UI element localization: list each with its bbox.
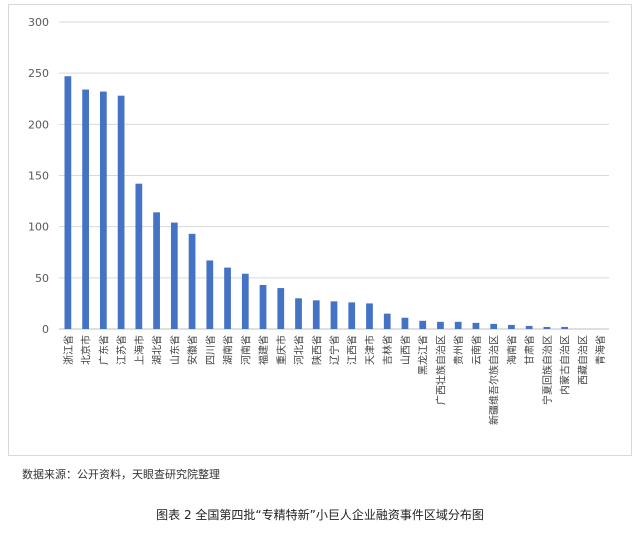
bar	[99, 91, 107, 329]
bar	[348, 302, 356, 329]
bar	[401, 317, 409, 329]
bar	[153, 212, 160, 329]
bar	[170, 222, 178, 329]
bar	[330, 301, 338, 329]
x-tick-label: 江西省	[346, 335, 359, 365]
x-tick-label: 山东省	[168, 335, 181, 365]
bar	[117, 95, 125, 330]
x-tick-label: 上海市	[133, 335, 146, 365]
bar	[437, 321, 444, 329]
x-tick-label: 四川省	[204, 335, 217, 365]
x-tick-label: 江苏省	[115, 335, 128, 365]
x-tick-label: 北京市	[80, 335, 93, 365]
bar	[188, 233, 196, 329]
bar	[295, 298, 302, 329]
y-tick-label: 250	[28, 67, 49, 80]
x-tick-label: 西藏自治区	[576, 335, 589, 385]
y-tick-label: 200	[28, 118, 49, 131]
x-tick-label: 河南省	[239, 335, 252, 365]
bar	[206, 260, 214, 329]
y-tick-label: 0	[42, 323, 49, 336]
bar	[366, 303, 373, 329]
bar	[525, 325, 533, 329]
bar	[277, 288, 285, 329]
source-note: 数据来源：公开资料，天眼查研究院整理	[22, 468, 220, 481]
x-tick-label: 广西壮族自治区	[434, 335, 447, 405]
y-tick-label: 100	[28, 221, 49, 234]
chart-frame: 0 50 100 150 200 250 300 浙江省 北京市 广东省 江苏省 上海市 湖北省 山东省安…	[8, 4, 632, 456]
x-tick-label: 黑龙江省	[417, 335, 430, 375]
x-tick-label: 河北省	[293, 335, 306, 365]
bar	[508, 324, 515, 329]
x-tick-label: 湖北省	[151, 335, 164, 365]
x-tick-label: 陕西省	[310, 335, 323, 365]
x-tick-label: 吉林省	[381, 335, 394, 365]
x-tick-label: 甘肃省	[523, 335, 536, 365]
x-tick-label: 辽宁省	[328, 335, 341, 365]
x-tick-label: 新疆维吾尔族自治区	[488, 335, 501, 425]
x-tick-label: 福建省	[257, 335, 270, 365]
bar	[135, 183, 143, 329]
bar	[490, 323, 498, 329]
bar	[472, 322, 480, 329]
x-tick-label: 浙江省	[62, 335, 75, 365]
bar	[82, 89, 89, 329]
bar-chart: 0 50 100 150 200 250 300 浙江省 北京市 广东省 江苏省 上海市 湖北省 山东省安…	[28, 16, 609, 425]
y-tick-label: 50	[35, 272, 49, 285]
x-tick-label: 云南省	[470, 335, 483, 365]
x-tick-label: 重庆市	[275, 335, 288, 365]
bar	[241, 273, 249, 329]
bar	[561, 326, 569, 329]
x-tick-label: 青海省	[594, 335, 607, 365]
bar	[312, 300, 320, 329]
bar	[543, 326, 551, 329]
bar	[419, 320, 427, 329]
y-tick-label: 150	[28, 170, 49, 183]
x-tick-label: 广东省	[97, 335, 110, 365]
x-tick-label: 天津市	[363, 335, 376, 365]
bar	[224, 267, 231, 329]
x-tick-label: 安徽省	[186, 335, 199, 365]
x-tick-label: 海南省	[505, 335, 518, 365]
bar	[259, 284, 267, 329]
x-tick-label: 宁夏回族自治区	[541, 335, 554, 405]
x-tick-label: 内蒙古自治区	[559, 335, 572, 395]
bar	[383, 313, 391, 329]
x-tick-label: 湖南省	[222, 335, 235, 365]
figure-caption: 图表 2 全国第四批“专精特新”小巨人企业融资事件区域分布图	[156, 508, 484, 522]
bar	[454, 321, 462, 329]
y-tick-label: 300	[28, 16, 49, 29]
bar	[64, 76, 72, 329]
x-tick-label: 贵州省	[452, 335, 465, 365]
x-tick-label: 山西省	[399, 335, 412, 365]
